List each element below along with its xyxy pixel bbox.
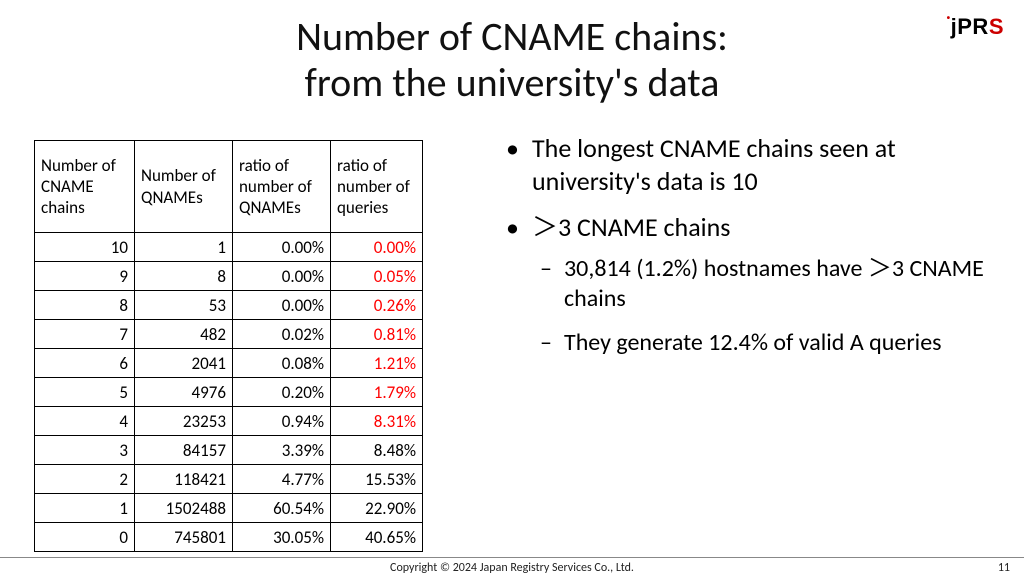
title-line1: Number of CNAME chains: — [296, 12, 728, 61]
table-row: 8530.00%0.26% — [35, 291, 423, 320]
table-cell: 3 — [35, 436, 135, 465]
table-cell: 22.90% — [331, 494, 423, 523]
copyright: Copyright © 2024 Japan Registry Services… — [0, 561, 1024, 575]
table-cell: 1.21% — [331, 349, 423, 378]
table-cell: 0.02% — [233, 320, 331, 349]
table-row: 980.00%0.05% — [35, 262, 423, 291]
table-cell: 0.00% — [233, 262, 331, 291]
table-row: 074580130.05%40.65% — [35, 523, 423, 552]
table-cell: 4.77% — [233, 465, 331, 494]
title-line2: from the university's data — [0, 60, 1024, 106]
bullet-2-text: ＞3 CNAME chains — [532, 211, 730, 243]
table-row: 74820.02%0.81% — [35, 320, 423, 349]
table-cell: 9 — [35, 262, 135, 291]
table-cell: 8.48% — [331, 436, 423, 465]
slide: •jPRS Number of CNAME chains: from the u… — [0, 0, 1024, 577]
table-cell: 60.54% — [233, 494, 331, 523]
table-body: 1010.00%0.00%980.00%0.05%8530.00%0.26%74… — [35, 233, 423, 552]
table-cell: 23253 — [135, 407, 233, 436]
table-cell: 6 — [35, 349, 135, 378]
table-row: 1150248860.54%22.90% — [35, 494, 423, 523]
bullet-list: The longest CNAME chains seen at univers… — [500, 132, 1000, 372]
footer: Copyright © 2024 Japan Registry Services… — [0, 557, 1024, 577]
page-number: 11 — [998, 561, 1010, 575]
col-header-ratio-queries: ratio of number of queries — [331, 141, 423, 233]
table-cell: 0.00% — [233, 291, 331, 320]
cname-table: Number of CNAME chains Number of QNAMEs … — [34, 140, 423, 552]
table-row: 1010.00%0.00% — [35, 233, 423, 262]
bullet-2: ＞3 CNAME chains 30,814 (1.2%) hostnames … — [500, 211, 1000, 358]
bullet-2-sub-2: They generate 12.4% of valid A queries — [536, 328, 1000, 358]
table-cell: 745801 — [135, 523, 233, 552]
table-cell: 53 — [135, 291, 233, 320]
table-cell: 0.94% — [233, 407, 331, 436]
table-cell: 4 — [35, 407, 135, 436]
table-cell: 0.20% — [233, 378, 331, 407]
table-cell: 0.05% — [331, 262, 423, 291]
col-header-chains: Number of CNAME chains — [35, 141, 135, 233]
bullet-1: The longest CNAME chains seen at univers… — [500, 132, 1000, 197]
table-cell: 10 — [35, 233, 135, 262]
table-row: 620410.08%1.21% — [35, 349, 423, 378]
table-cell: 8 — [135, 262, 233, 291]
table-row: 3841573.39%8.48% — [35, 436, 423, 465]
table-cell: 0.00% — [233, 233, 331, 262]
table-cell: 15.53% — [331, 465, 423, 494]
cname-table-wrap: Number of CNAME chains Number of QNAMEs … — [34, 140, 423, 552]
table-cell: 2 — [35, 465, 135, 494]
table-row: 21184214.77%15.53% — [35, 465, 423, 494]
table-cell: 1502488 — [135, 494, 233, 523]
table-row: 549760.20%1.79% — [35, 378, 423, 407]
table-cell: 482 — [135, 320, 233, 349]
bullet-1-text: The longest CNAME chains seen at univers… — [532, 132, 896, 197]
table-cell: 3.39% — [233, 436, 331, 465]
table-cell: 5 — [35, 378, 135, 407]
col-header-qnames: Number of QNAMEs — [135, 141, 233, 233]
table-cell: 8 — [35, 291, 135, 320]
table-cell: 84157 — [135, 436, 233, 465]
table-cell: 40.65% — [331, 523, 423, 552]
table-cell: 4976 — [135, 378, 233, 407]
col-header-ratio-qnames: ratio of number of QNAMEs — [233, 141, 331, 233]
table-cell: 0 — [35, 523, 135, 552]
table-cell: 1 — [135, 233, 233, 262]
table-row: 4232530.94%8.31% — [35, 407, 423, 436]
table-cell: 7 — [35, 320, 135, 349]
table-cell: 30.05% — [233, 523, 331, 552]
table-cell: 2041 — [135, 349, 233, 378]
table-header-row: Number of CNAME chains Number of QNAMEs … — [35, 141, 423, 233]
table-cell: 0.26% — [331, 291, 423, 320]
table-cell: 0.00% — [331, 233, 423, 262]
table-cell: 118421 — [135, 465, 233, 494]
table-cell: 0.81% — [331, 320, 423, 349]
table-cell: 8.31% — [331, 407, 423, 436]
table-cell: 0.08% — [233, 349, 331, 378]
table-cell: 1.79% — [331, 378, 423, 407]
page-title: Number of CNAME chains: from the univers… — [0, 14, 1024, 106]
table-cell: 1 — [35, 494, 135, 523]
bullet-2-sub-1: 30,814 (1.2%) hostnames have ＞3 CNAME ch… — [536, 254, 1000, 314]
